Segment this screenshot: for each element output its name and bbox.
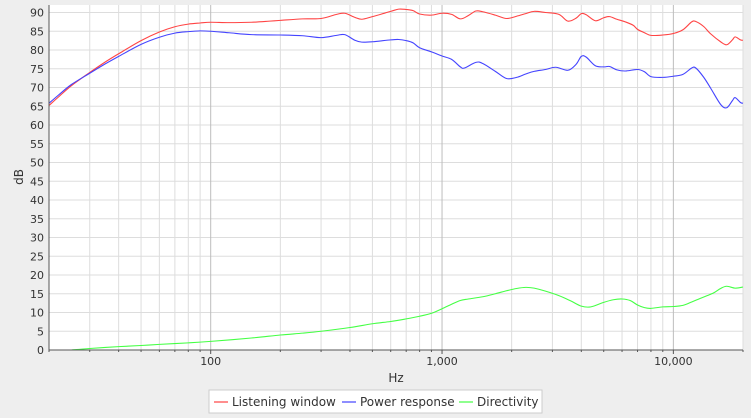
y-tick-label: 0 [37,344,44,357]
legend-label: Power response [360,395,455,409]
y-tick-label: 5 [37,325,44,338]
y-tick-label: 90 [30,7,44,20]
tick-labels: 0 5 10 15 20 25 30 35 40 45 50 55 60 65 70 75 80 85 90 100 1… [30,7,744,368]
y-tick-label: 30 [30,232,44,245]
y-tick-label: 80 [30,44,44,57]
y-tick-label: 75 [30,63,44,76]
legend-label: Listening window [232,395,336,409]
y-tick-label: 25 [30,250,44,263]
x-tick-label: 100 [200,355,221,368]
x-axis-title: Hz [388,371,403,385]
x-tick-label: 1,000 [426,355,458,368]
series-line-power-response [48,30,744,109]
legend-item-directivity: Directivity [459,395,539,409]
y-tick-label: 55 [30,138,44,151]
legend: Listening window Power response Directivit… [214,395,539,409]
y-tick-label: 50 [30,157,44,170]
legend-label: Directivity [477,395,539,409]
y-tick-label: 15 [30,288,44,301]
y-tick-label: 20 [30,269,44,282]
y-tick-label: 45 [30,175,44,188]
series-lines [48,8,744,351]
legend-item-power-response: Power response [342,395,455,409]
y-tick-label: 10 [30,307,44,320]
y-tick-label: 70 [30,82,44,95]
y-tick-label: 65 [30,100,44,113]
legend-box [208,389,543,414]
y-axis-title: dB [12,169,26,185]
y-tick-label: 85 [30,25,44,38]
series-line-directivity [71,285,744,351]
x-tick-label: 10,000 [654,355,693,368]
y-tick-label: 40 [30,194,44,207]
y-tick-label: 60 [30,119,44,132]
series-line-listening-window [48,8,744,106]
y-tick-label: 35 [30,213,44,226]
legend-item-listening-window: Listening window [214,395,336,409]
plot-area [49,5,743,350]
